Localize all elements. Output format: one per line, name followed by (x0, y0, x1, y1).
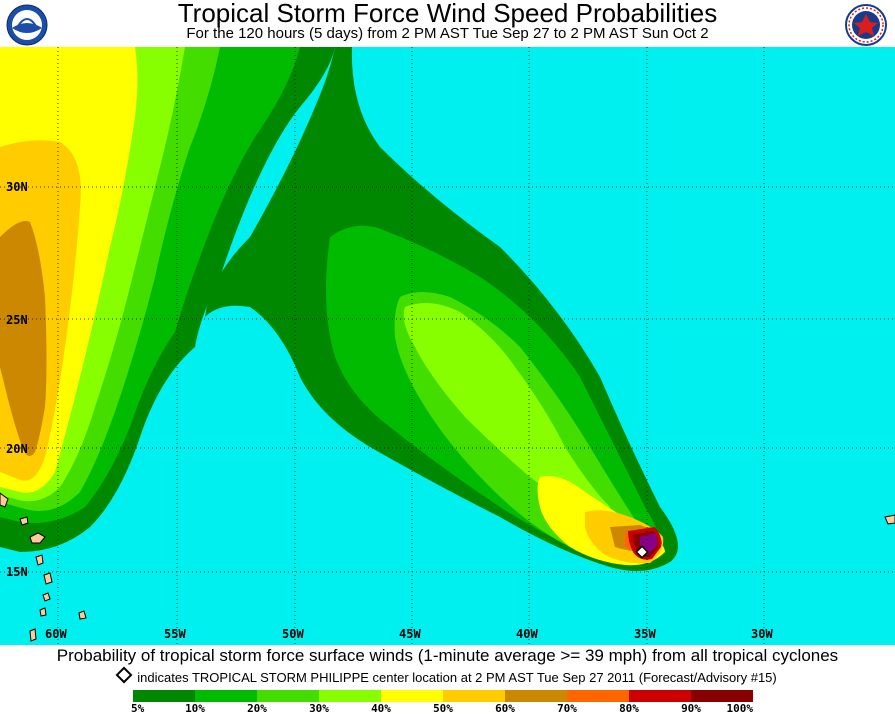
legend-label: 40% (371, 702, 391, 715)
lon-label-60w: 60W (45, 627, 67, 641)
legend-label: 30% (309, 702, 329, 715)
legend-label: 100% (726, 702, 754, 715)
marker-note: indicates TROPICAL STORM PHILIPPE center… (137, 670, 777, 685)
lon-label-30w: 30W (751, 627, 773, 641)
lon-label-45w: 45W (399, 627, 421, 641)
legend-swatch (505, 690, 567, 702)
legend-label: 50% (433, 702, 453, 715)
diamond-icon (635, 545, 649, 559)
legend-swatch (443, 690, 505, 702)
legend-label: 5% (131, 702, 145, 715)
header: Tropical Storm Force Wind Speed Probabil… (0, 0, 895, 47)
diamond-icon (115, 666, 133, 684)
legend-swatch (195, 690, 257, 702)
color-legend (133, 690, 753, 702)
probability-map (0, 47, 895, 645)
lon-label-50w: 50W (282, 627, 304, 641)
lon-label-55w: 55W (164, 627, 186, 641)
lon-label-35w: 35W (634, 627, 656, 641)
map-caption: Probability of tropical storm force surf… (56, 646, 839, 665)
legend-swatch (381, 690, 443, 702)
legend-labels: 5% 10% 20% 30% 40% 50% 60% 70% 80% 90% 100% (0, 703, 895, 716)
marker-note-line: indicates TROPICAL STORM PHILIPPE center… (0, 666, 895, 686)
legend-swatch (319, 690, 381, 702)
legend-label: 80% (619, 702, 639, 715)
legend-label: 60% (495, 702, 515, 715)
lat-label-25n: 25N (6, 313, 28, 327)
legend-label: 10% (185, 702, 205, 715)
probability-contours (0, 47, 895, 645)
legend-swatch (133, 690, 195, 702)
legend-label: 70% (557, 702, 577, 715)
legend-swatch (257, 690, 319, 702)
contour-30pct-east (403, 303, 610, 514)
legend-swatch (691, 690, 753, 702)
legend-swatch (629, 690, 691, 702)
legend-swatch (567, 690, 629, 702)
lat-label-20n: 20N (6, 442, 28, 456)
islands (0, 492, 895, 642)
lon-label-40w: 40W (516, 627, 538, 641)
legend-label: 20% (247, 702, 267, 715)
page-title: Tropical Storm Force Wind Speed Probabil… (177, 0, 718, 28)
lat-label-15n: 15N (6, 565, 28, 579)
lat-label-30n: 30N (6, 180, 28, 194)
page-subtitle: For the 120 hours (5 days) from 2 PM AST… (186, 25, 709, 42)
noaa-logo-icon (6, 4, 48, 46)
contour-60pct-west (0, 221, 47, 456)
legend-label: 90% (681, 702, 701, 715)
nws-logo-icon (845, 4, 887, 46)
